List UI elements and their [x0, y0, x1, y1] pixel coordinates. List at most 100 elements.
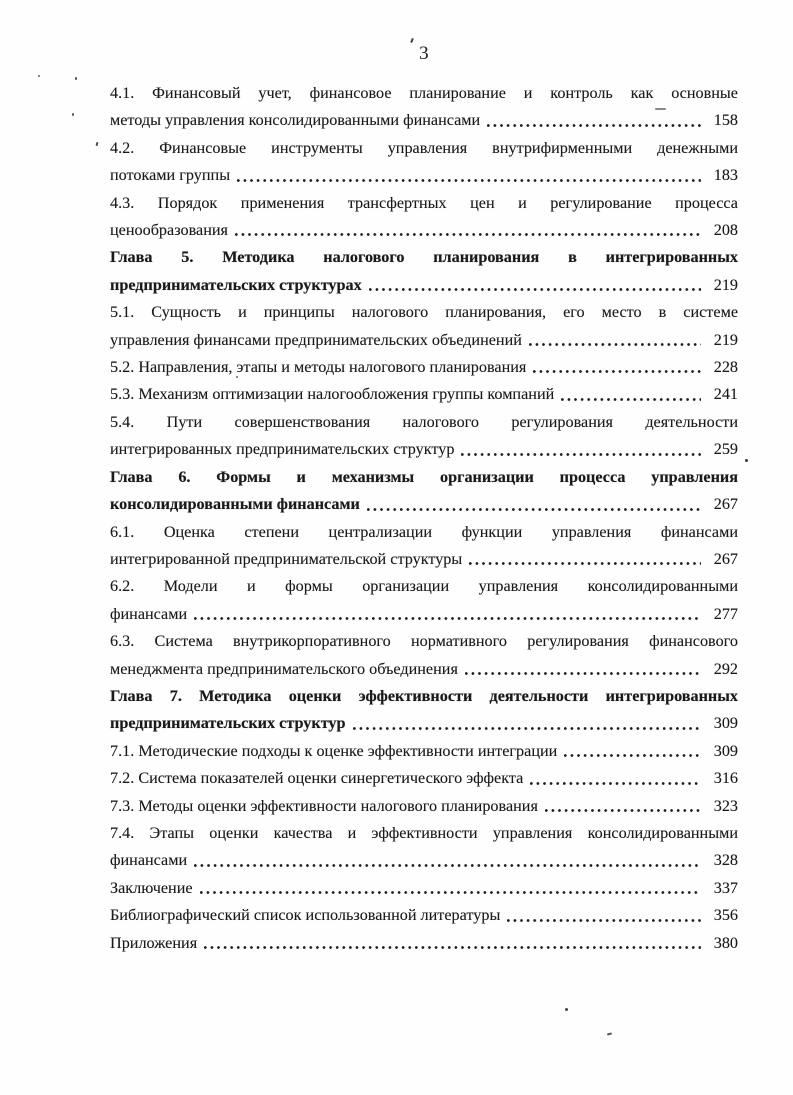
toc-entry-last-line: 5.2. Направления, этапы и методы налогов… [110, 354, 738, 381]
scan-speck [72, 113, 74, 116]
toc-entry-last-line: консолидированными финансами 267 [110, 491, 738, 518]
toc-entry-last-line: Заключение 337 [110, 875, 738, 902]
dot-leader [461, 436, 702, 463]
toc-entry: 7.3. Методы оценки эффективности налогов… [110, 793, 738, 820]
toc-entry-text-line: 5.1. Сущность и принципы налогового план… [110, 303, 738, 322]
toc-entry-last-line: Библиографический список использованной … [110, 902, 738, 929]
toc-entry: 6.2. Модели и формы организации управлен… [110, 573, 738, 628]
toc-entry-last-line: Приложения 380 [110, 930, 738, 957]
toc-entry-text: 5.2. Направления, этапы и методы налогов… [110, 358, 527, 377]
toc-page-number: 267 [713, 549, 738, 568]
toc-entry-text-line: Глава 5. Методика налогового планировани… [110, 248, 738, 267]
toc-entry-text-line: 7.4. Этапы оценки качества и эффективнос… [110, 823, 738, 842]
dot-leader [544, 793, 701, 820]
toc-entry-text: Библиографический список использованной … [110, 906, 501, 925]
toc-entry-text: Заключение [110, 878, 193, 897]
toc-entry-last-line: интегрированной предпринимательской стру… [110, 546, 738, 573]
scan-speck [75, 77, 77, 80]
dot-leader [194, 601, 701, 628]
dot-leader [564, 738, 702, 765]
toc-entry: 5.2. Направления, этапы и методы налогов… [110, 354, 738, 381]
toc-entry: 6.1. Оценка степени централизации функци… [110, 519, 738, 574]
toc-entry-text: потоками группы [110, 166, 231, 185]
scan-speck [655, 108, 666, 110]
toc-entry-text-line: 6.2. Модели и формы организации управлен… [110, 577, 738, 596]
scan-speck [95, 141, 99, 147]
toc-entry: 5.4. Пути совершенствования налогового р… [110, 409, 738, 464]
toc-page-number: 228 [713, 358, 738, 377]
toc-entry-last-line: предпринимательских структур 309 [110, 710, 738, 737]
toc-entry-text: управления финансами предпринимательских… [110, 330, 522, 349]
toc-entry: 7.1. Методические подходы к оценке эффек… [110, 738, 738, 765]
dot-leader [237, 162, 701, 189]
toc-entry-text-line: Глава 6. Формы и механизмы организации п… [110, 467, 738, 486]
toc-page-number: 316 [713, 769, 738, 788]
toc-page-number: 356 [713, 906, 738, 925]
toc-page-number: 267 [713, 495, 738, 514]
toc-page-number: 158 [713, 111, 738, 130]
toc-entry-text: предпринимательских структур [110, 714, 346, 733]
toc-entry-text-line: 5.4. Пути совершенствования налогового р… [110, 412, 738, 431]
toc-page-number: 277 [713, 604, 738, 623]
toc-entry-text: 5.3. Механизм оптимизации налогообложени… [110, 385, 555, 404]
dot-leader [235, 217, 701, 244]
toc-page-number: 183 [713, 166, 738, 185]
toc-list: 4.1. Финансовый учет, финансовое планиро… [110, 80, 738, 957]
toc-entry-last-line: финансами 277 [110, 601, 738, 628]
toc-entry-text: интегрированной предпринимательской стру… [110, 549, 463, 568]
toc-entry-last-line: финансами 328 [110, 847, 738, 874]
toc-entry-text: интегрированных предпринимательских стру… [110, 440, 455, 459]
toc-entry-last-line: 7.3. Методы оценки эффективности налогов… [110, 793, 738, 820]
toc-page-number: 219 [713, 330, 738, 349]
toc-entry-text: 7.3. Методы оценки эффективности налогов… [110, 796, 538, 815]
toc-entry-text-line: Глава 7. Методика оценки эффективности д… [110, 686, 738, 705]
toc-entry-last-line: 5.3. Механизм оптимизации налогообложени… [110, 381, 738, 408]
toc-page-number: 309 [713, 714, 738, 733]
toc-chapter-entry: Глава 5. Методика налогового планировани… [110, 244, 738, 299]
dot-leader [528, 327, 701, 354]
toc-entry-text-line: 4.3. Порядок применения трансфертных цен… [110, 193, 738, 212]
toc-entry: 7.2. Система показателей оценки синергет… [110, 765, 738, 792]
toc-page-number: 328 [713, 851, 738, 870]
toc-entry-text: методы управления консолидированными фин… [110, 111, 481, 130]
dot-leader [352, 710, 701, 737]
toc-entry: 4.3. Порядок применения трансфертных цен… [110, 190, 738, 245]
scan-speck [606, 1032, 613, 1036]
toc-entry: 5.1. Сущность и принципы налогового план… [110, 299, 738, 354]
dot-leader [530, 765, 702, 792]
toc-entry: 7.4. Этапы оценки качества и эффективнос… [110, 820, 738, 875]
page-content: 3 4.1. Финансовый учет, финансовое плани… [110, 0, 738, 957]
toc-chapter-entry: Глава 7. Методика оценки эффективности д… [110, 683, 738, 738]
dot-leader [464, 656, 701, 683]
toc-entry-last-line: интегрированных предпринимательских стру… [110, 436, 738, 463]
toc-entry-text-line: 6.1. Оценка степени централизации функци… [110, 522, 738, 541]
toc-entry-text-line: 4.1. Финансовый учет, финансовое планиро… [110, 84, 738, 102]
toc-entry-text-line: 4.2. Финансовые инструменты управления в… [110, 138, 738, 157]
toc-page-number: 337 [713, 878, 738, 897]
toc-page-number: 219 [713, 275, 738, 294]
toc-page-number: 323 [713, 796, 738, 815]
toc-entry-last-line: управления финансами предпринимательских… [110, 327, 738, 354]
toc-entry-text: Приложения [110, 933, 198, 952]
toc-page-number: 380 [713, 933, 738, 952]
dot-leader [469, 546, 702, 573]
toc-page-number: 241 [713, 385, 738, 404]
toc-entry-last-line: предпринимательских структурах 219 [110, 272, 738, 299]
toc-page-number: 309 [713, 741, 738, 760]
toc-entry-last-line: методы управления консолидированными фин… [110, 107, 738, 134]
dot-leader [533, 354, 702, 381]
dot-leader [366, 491, 701, 518]
toc-entry-last-line: потоками группы 183 [110, 162, 738, 189]
dot-leader [507, 902, 702, 929]
toc-entry-last-line: 7.2. Система показателей оценки синергет… [110, 765, 738, 792]
dot-leader [199, 875, 701, 902]
dot-leader [204, 930, 701, 957]
toc-entry-text: финансами [110, 604, 188, 623]
toc-entry: 4.1. Финансовый учет, финансовое планиро… [110, 80, 738, 135]
toc-entry: Приложения 380 [110, 930, 738, 957]
dot-leader [561, 381, 702, 408]
toc-entry-text: менеджмента предпринимательского объедин… [110, 659, 458, 678]
page-number-header: 3 [419, 43, 429, 64]
toc-entry: 4.2. Финансовые инструменты управления в… [110, 135, 738, 190]
